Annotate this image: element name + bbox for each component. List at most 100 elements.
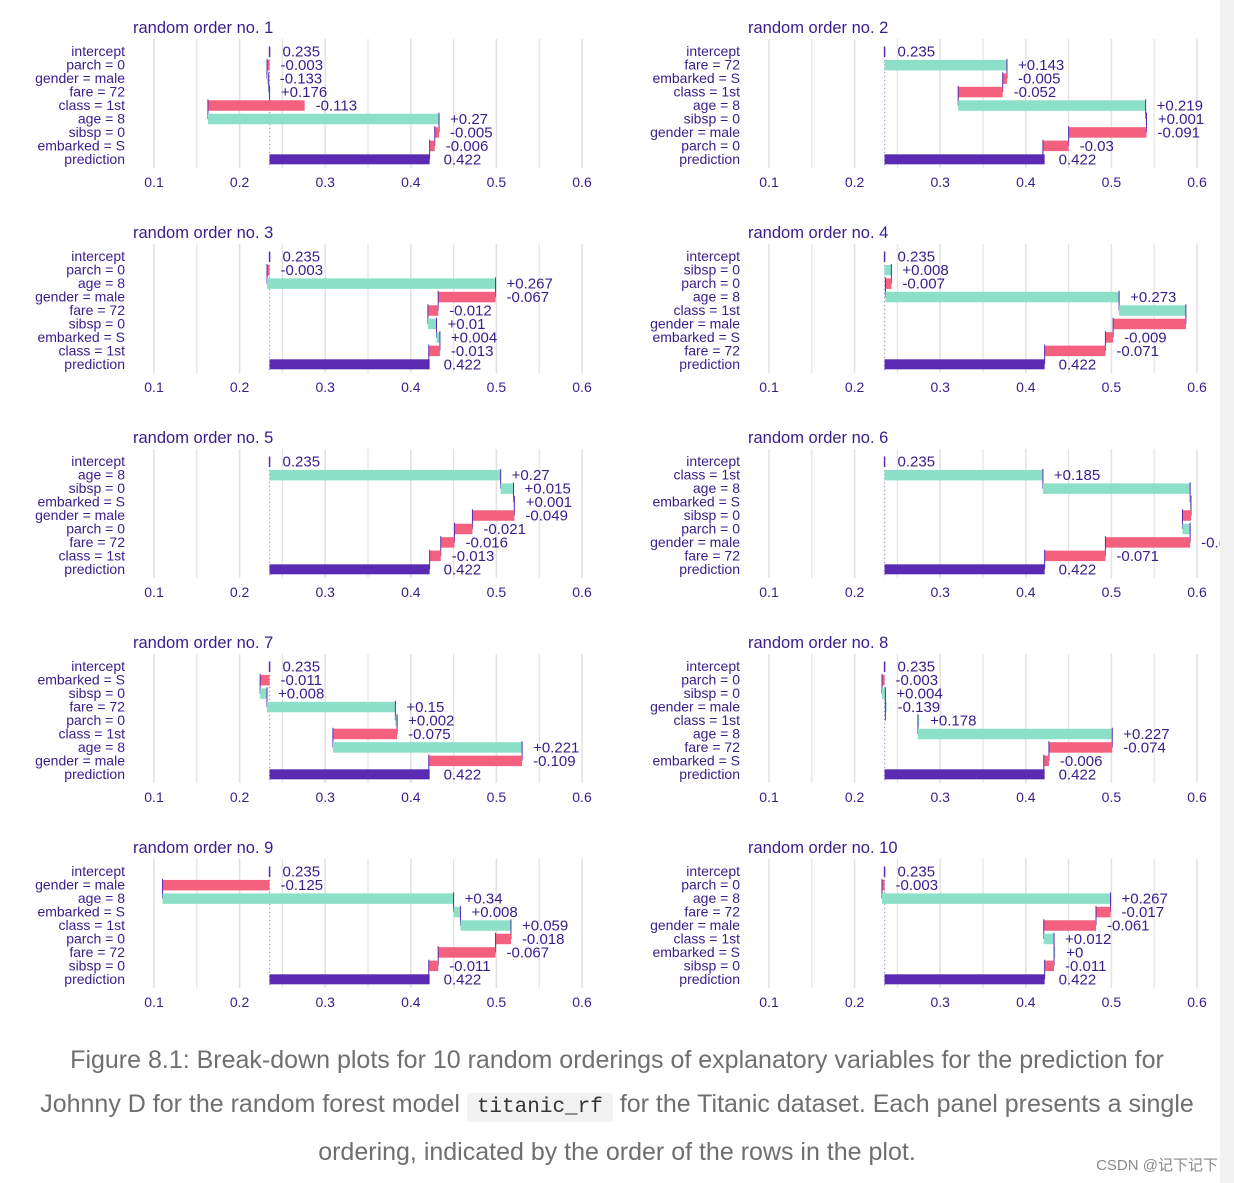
chart-panel-1: random order no. 1 intercept 0.235 parch = … — [35, 19, 592, 190]
x-tick-label: 0.1 — [144, 994, 164, 1010]
decrease-bar — [1105, 537, 1191, 548]
increase-bar — [881, 688, 886, 699]
value-label: -0.003 — [896, 672, 939, 689]
x-tick-label: 0.1 — [144, 379, 164, 395]
value-label: +0.227 — [1123, 726, 1169, 743]
decrease-bar — [429, 140, 435, 152]
row-label: fare = 72 — [69, 534, 125, 550]
row-label: gender = male — [35, 752, 125, 768]
chart-panel-10: random order no. 10 intercept 0.235 parch =… — [650, 839, 1207, 1010]
row-label: embarked = S — [652, 494, 740, 510]
row-label: class = 1st — [673, 467, 740, 483]
row-label: sibsp = 0 — [69, 480, 126, 496]
value-label: -0.( — [1201, 534, 1220, 551]
increase-bar — [1054, 947, 1056, 958]
row-label: embarked = S — [652, 70, 740, 86]
x-tick-label: 0.1 — [759, 584, 779, 600]
value-label: -0.071 — [1116, 343, 1159, 360]
value-label: +0.273 — [1130, 289, 1176, 306]
prediction-bar — [884, 359, 1045, 370]
row-label: embarked = S — [37, 494, 125, 510]
increase-bar — [266, 73, 269, 84]
value-label: -0.009 — [1124, 329, 1167, 346]
increase-bar — [885, 291, 1120, 303]
chart-panel-3: random order no. 3 intercept 0.235 parch = … — [35, 224, 592, 395]
decrease-bar — [1043, 755, 1049, 767]
value-label: 0.422 — [444, 561, 482, 578]
chart-panel-7: random order no. 7 intercept 0.235 embarked… — [35, 634, 592, 805]
row-label: sibsp = 0 — [69, 685, 126, 701]
row-label: class = 1st — [58, 97, 125, 113]
row-label: intercept — [686, 248, 740, 264]
value-label: -0.139 — [898, 699, 941, 716]
x-tick-label: 0.6 — [572, 379, 592, 395]
page-scrollbar[interactable] — [1220, 0, 1234, 1183]
value-label: 0.422 — [1059, 151, 1097, 168]
x-tick-label: 0.3 — [315, 789, 335, 805]
row-label: class = 1st — [58, 342, 125, 358]
chart-title: random order no. 8 — [748, 634, 888, 652]
row-label: age = 8 — [78, 739, 125, 755]
value-label: -0.005 — [450, 124, 493, 141]
value-label: -0.075 — [408, 726, 451, 743]
decrease-bar — [1113, 318, 1186, 330]
row-label: parch = 0 — [681, 137, 740, 153]
row-label: age = 8 — [693, 480, 740, 496]
row-label: sibsp = 0 — [69, 315, 126, 331]
x-tick-label: 0.3 — [930, 584, 950, 600]
x-tick-label: 0.4 — [1016, 789, 1036, 805]
row-label: gender = male — [650, 917, 740, 933]
prediction-bar — [884, 974, 1045, 985]
row-label: fare = 72 — [684, 904, 740, 920]
x-tick-label: 0.5 — [487, 994, 507, 1010]
value-label: 0.235 — [283, 44, 321, 61]
value-label: -0.113 — [316, 98, 357, 115]
row-label: sibsp = 0 — [684, 110, 741, 126]
row-label: class = 1st — [673, 712, 740, 728]
chart-title: random order no. 4 — [748, 224, 888, 242]
row-label: intercept — [686, 658, 740, 674]
value-label: -0.049 — [525, 508, 568, 525]
chart-panel-4: random order no. 4 intercept 0.235 sibsp = … — [650, 224, 1207, 395]
value-label: +0.059 — [522, 918, 568, 935]
prediction-bar — [269, 564, 430, 575]
increase-bar — [884, 59, 1007, 71]
value-label: -0.005 — [1018, 71, 1061, 88]
value-label: +0.176 — [281, 84, 327, 101]
x-tick-label: 0.5 — [487, 584, 507, 600]
chart-panel-8: random order no. 8 intercept 0.235 parch = … — [650, 634, 1207, 805]
break-down-charts: random order no. 1 intercept 0.235 parch = … — [35, 19, 1220, 1010]
decrease-bar — [332, 728, 398, 740]
decrease-bar — [428, 345, 440, 357]
row-label: embarked = S — [37, 137, 125, 153]
x-tick-label: 0.1 — [144, 174, 164, 190]
row-label: fare = 72 — [69, 944, 125, 960]
row-label: fare = 72 — [684, 342, 740, 358]
chart-panel-9: random order no. 9 intercept 0.235 gender =… — [35, 839, 592, 1010]
row-label: fare = 72 — [69, 84, 125, 100]
value-label: +0.01 — [447, 316, 485, 333]
decrease-bar — [881, 879, 885, 891]
value-label: -0.061 — [1107, 918, 1150, 935]
increase-bar — [917, 715, 920, 726]
x-tick-label: 0.5 — [1102, 789, 1122, 805]
row-label: gender = male — [35, 289, 125, 305]
decrease-bar — [1044, 345, 1106, 357]
x-tick-label: 0.3 — [930, 174, 950, 190]
row-label: prediction — [679, 151, 740, 167]
chart-panel-5: random order no. 5 intercept 0.235 age = 8 +… — [35, 429, 592, 600]
x-tick-label: 0.3 — [315, 994, 335, 1010]
value-label: -0.011 — [281, 672, 322, 689]
row-label: embarked = S — [652, 752, 740, 768]
value-label: -0.125 — [281, 877, 324, 894]
row-label: prediction — [64, 971, 125, 987]
chart-title: random order no. 1 — [133, 19, 273, 37]
row-label: prediction — [679, 766, 740, 782]
row-label: parch = 0 — [681, 520, 740, 536]
decrease-bar — [1182, 510, 1192, 521]
value-label: +0.267 — [507, 276, 553, 293]
row-label: sibsp = 0 — [69, 957, 126, 973]
decrease-bar — [1105, 332, 1114, 343]
value-label: 0.422 — [444, 766, 482, 783]
value-label: +0.221 — [533, 739, 579, 756]
